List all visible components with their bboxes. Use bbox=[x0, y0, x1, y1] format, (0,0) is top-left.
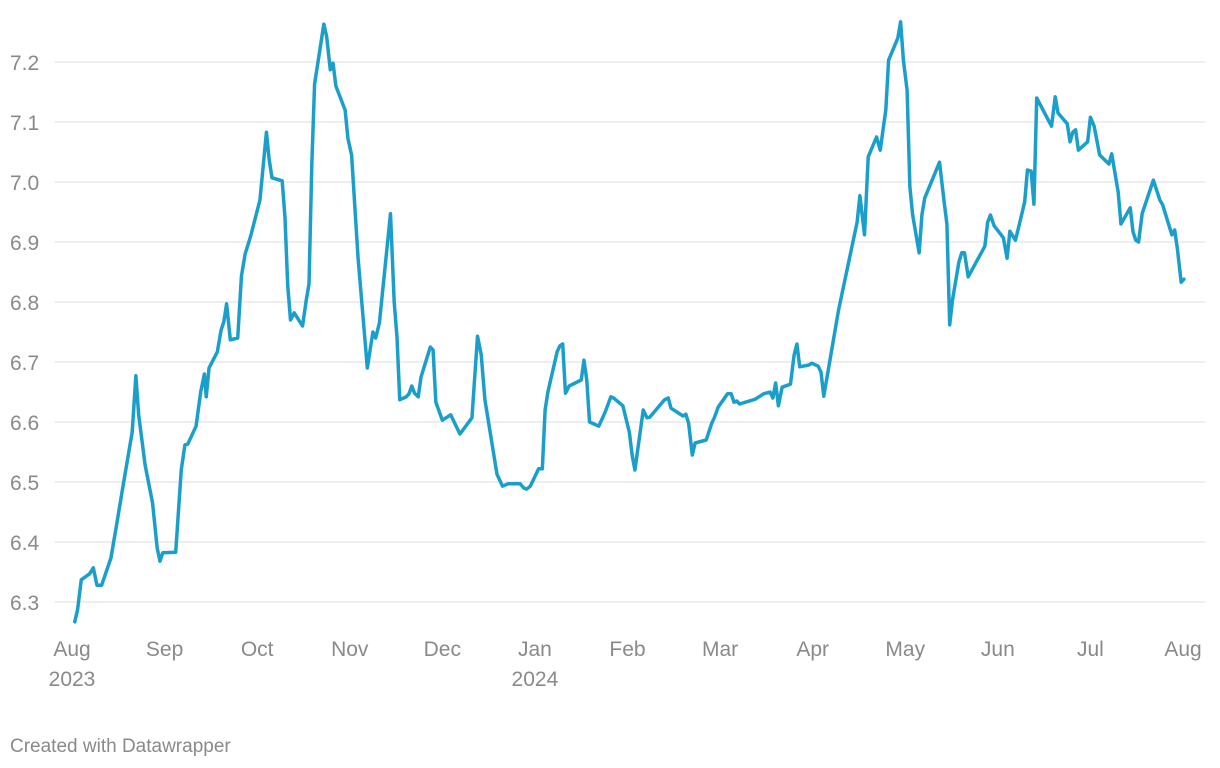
y-tick-label: 6.7 bbox=[10, 352, 39, 375]
x-tick-label: Feb bbox=[609, 638, 645, 661]
y-tick-label: 6.8 bbox=[10, 292, 39, 315]
x-tick-label: Aug bbox=[1164, 638, 1201, 661]
x-tick-label: Aug bbox=[53, 638, 90, 661]
x-tick-label: Nov bbox=[331, 638, 369, 661]
y-tick-label: 7.0 bbox=[10, 172, 39, 195]
y-tick-label: 7.2 bbox=[10, 52, 39, 75]
y-tick-label: 6.5 bbox=[10, 472, 39, 495]
x-year-label: 2023 bbox=[49, 668, 96, 691]
x-tick-label: May bbox=[885, 638, 925, 661]
x-tick-label: Jul bbox=[1077, 638, 1104, 661]
y-tick-label: 6.6 bbox=[10, 412, 39, 435]
data-line bbox=[73, 20, 1186, 624]
credit: Created with Datawrapper bbox=[10, 736, 231, 757]
x-tick-label: Sep bbox=[146, 638, 183, 661]
x-tick-label: Jan bbox=[518, 638, 552, 661]
x-tick-label: Jun bbox=[981, 638, 1015, 661]
x-tick-label: Dec bbox=[424, 638, 461, 661]
x-tick-label: Apr bbox=[796, 638, 829, 661]
y-tick-label: 6.4 bbox=[10, 532, 40, 555]
x-tick-label: Oct bbox=[241, 638, 274, 661]
x-tick-label: Mar bbox=[702, 638, 738, 661]
y-tick-label: 6.9 bbox=[10, 232, 39, 255]
x-year-label: 2024 bbox=[512, 668, 559, 691]
y-tick-label: 6.3 bbox=[10, 592, 39, 615]
y-tick-label: 7.1 bbox=[10, 112, 39, 135]
